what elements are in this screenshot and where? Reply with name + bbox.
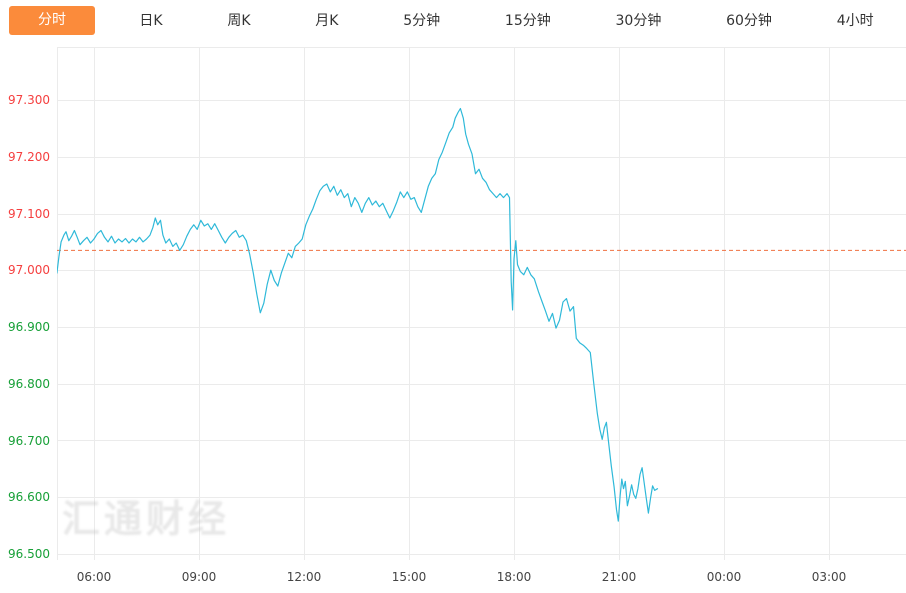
x-axis-label: 15:00 [391,570,427,584]
tab-weekly-k[interactable]: 周K [227,13,251,29]
y-axis-label: 97.200 [8,149,50,164]
tab-15min[interactable]: 15分钟 [504,13,551,29]
tab-daily-k[interactable]: 日K [139,13,163,29]
x-axis-label: 09:00 [181,570,217,584]
y-axis-label: 97.100 [8,206,50,221]
tab-timeshare[interactable]: 分时 [9,5,95,35]
tab-monthly-k[interactable]: 月K [315,13,339,29]
x-axis-label: 18:00 [496,570,532,584]
x-axis-label: 00:00 [706,570,742,584]
interval-tabbar: 分时 日K 周K 月K 5分钟 15分钟 30分钟 60分钟 4小时 [0,0,906,40]
price-line-chart [57,47,906,560]
y-axis-label: 97.300 [8,93,50,107]
x-axis-label: 06:00 [76,570,112,584]
chart-area: 97.300 97.200 97.100 97.000 96.900 96.800 96.7… [0,40,906,593]
x-axis-label: 21:00 [601,570,637,584]
y-axis-label: 96.900 [8,320,50,334]
tab-60min[interactable]: 60分钟 [726,13,772,29]
x-axis-label: 03:00 [811,570,847,584]
tab-30min[interactable]: 30分钟 [615,13,662,29]
y-axis-label: 96.800 [8,376,50,391]
y-axis-label: 96.500 [8,547,50,561]
tab-5min[interactable]: 5分钟 [403,13,441,29]
y-axis-label: 96.600 [8,490,50,505]
y-axis-label: 97.000 [8,263,50,278]
price-series-line [57,107,659,522]
x-axis-label: 12:00 [286,570,322,584]
y-axis-label: 96.700 [8,433,50,448]
tab-4hour[interactable]: 4小时 [836,13,874,29]
